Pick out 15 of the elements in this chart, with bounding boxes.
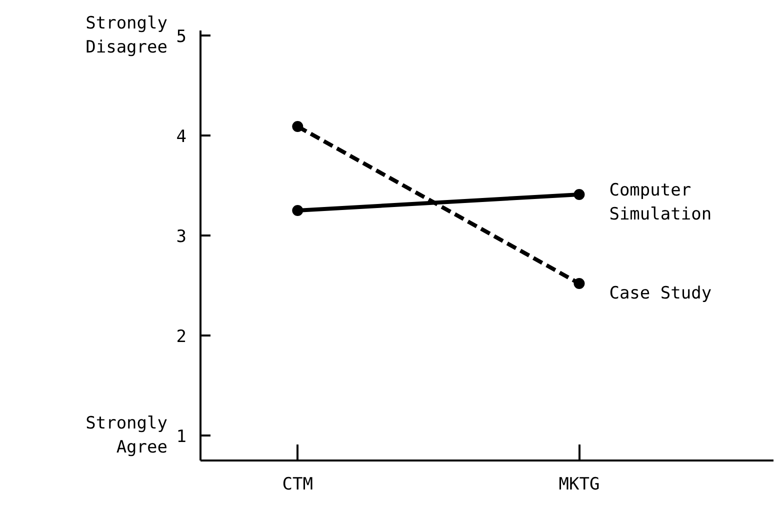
y-tick-label: 5 <box>176 27 187 47</box>
y-tick-label: 2 <box>176 327 187 347</box>
text: Strongly Agree <box>86 414 168 458</box>
point <box>292 121 304 132</box>
y-tick-label: 1 <box>176 427 187 447</box>
text: Strongly Disagree <box>86 14 168 58</box>
y-tick-label: 4 <box>176 127 187 147</box>
x-tick-label: MKTG <box>558 474 600 494</box>
x-tick-label: CTM <box>282 474 314 494</box>
point <box>574 189 585 200</box>
y-tick-label: 3 <box>176 227 187 247</box>
series-label: Case Study <box>609 284 712 304</box>
series-label: Computer Simulation <box>609 180 712 224</box>
point <box>574 278 585 289</box>
point <box>292 205 304 216</box>
